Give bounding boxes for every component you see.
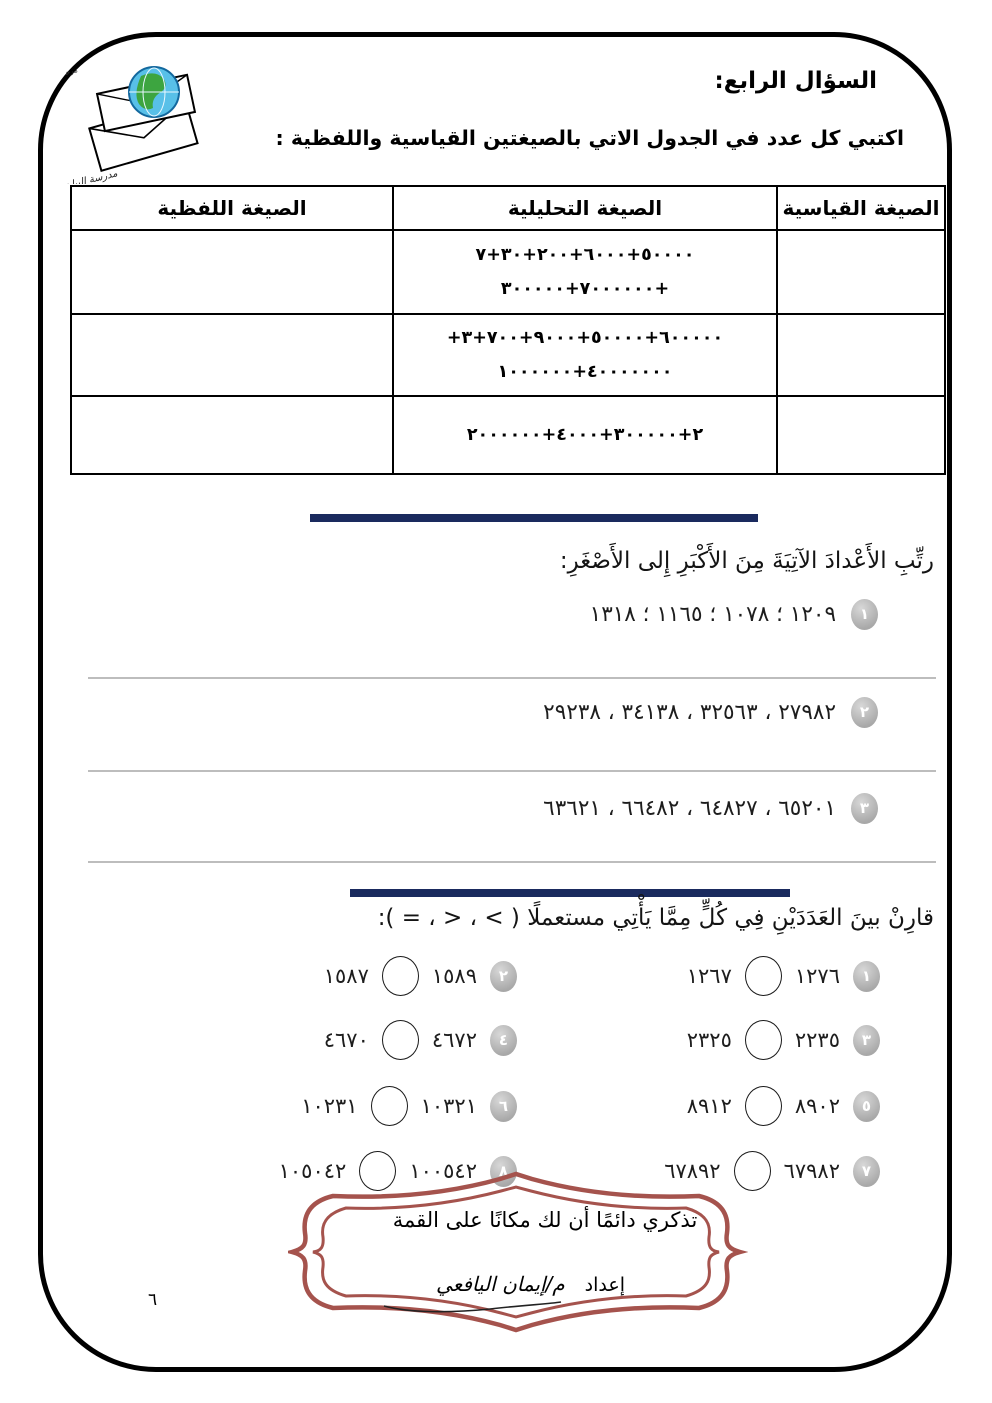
ordering-heading: رتِّبِ الأَعْدادَ الآتِيَةَ مِنَ الأَكْب…: [559, 548, 934, 574]
ordering-item: ٢ ٢٧٩٨٢ ، ٣٢٥٦٣ ، ٣٤١٣٨ ، ٢٩٢٣٨: [543, 694, 878, 730]
item-number-badge: ٣: [853, 1024, 880, 1056]
expanded-line: +٦٠٠٠٠٠+٥٠٠٠٠+٩٠٠٠+٧٠٠+٣: [446, 327, 724, 348]
ordering-item: ١ ١٢٠٩ ؛ ١٠٧٨ ؛ ١١٦٥ ؛ ١٣١٨: [590, 596, 878, 632]
second-number: ٢٣٢٥: [686, 1028, 732, 1052]
motto-text: تذكري دائمًا أن لك مكانًا على القمة: [392, 1208, 698, 1232]
standard-form-answer-cell[interactable]: [776, 229, 946, 315]
globe-icon: [128, 66, 180, 118]
credit-text: إعداد م/إيمان اليافعي: [436, 1272, 625, 1296]
first-number: ٤٦٧٢: [431, 1028, 477, 1052]
signature: م/إيمان اليافعي: [436, 1272, 565, 1296]
school-logo: مرحلة الصفوف الأولية والصف الرابع الابتد…: [66, 65, 199, 184]
ordering-numbers: ١٢٠٩ ؛ ١٠٧٨ ؛ ١١٦٥ ؛ ١٣١٨: [589, 601, 836, 627]
item-number-badge: ١: [851, 598, 878, 630]
page-number: ٦: [148, 1290, 158, 1310]
comparison-answer-circle[interactable]: [381, 956, 419, 996]
comparison-answer-circle[interactable]: [744, 956, 782, 996]
comparison-item: ٧ ٦٧٩٨٢ ٦٧٨٩٢: [664, 1150, 880, 1192]
comparison-answer-circle[interactable]: [359, 1151, 397, 1191]
item-number-badge: ٣: [851, 792, 878, 824]
comparison-item: ١ ١٢٧٦ ١٢٦٧: [687, 955, 880, 997]
comparison-heading: قارِنْ بينَ العَدَدَيْنِ فِي كُلٍّ مِمَّ…: [377, 905, 934, 931]
decorative-frame: [288, 1171, 748, 1333]
header-expanded-form: الصيغة التحليلية: [392, 185, 778, 231]
item-number-badge: ٢: [851, 696, 878, 728]
first-number: ١٠٠٥٤٢: [409, 1159, 477, 1183]
logo-arc-text: مرحلة الصفوف الأولية والصف الرابع الابتد…: [66, 65, 79, 105]
expanded-form-cell: ٥٠٠٠٠+٦٠٠٠+٢٠٠+٣٠+٧ ٧٠٠٠٠٠٠+٣٠٠٠٠٠+: [392, 229, 778, 315]
header-word-form: الصيغة اللفظية: [70, 185, 394, 231]
ordering-numbers: ٢٧٩٨٢ ، ٣٢٥٦٣ ، ٣٤١٣٨ ، ٢٩٢٣٨: [543, 699, 836, 725]
second-number: ٦٧٨٩٢: [664, 1159, 721, 1183]
item-number-badge: ١: [853, 960, 880, 992]
number-forms-table: الصيغة القياسية الصيغة التحليلية الصيغة …: [70, 185, 946, 475]
second-number: ١٠٥٠٤٢: [278, 1159, 347, 1183]
credit-prefix: إعداد: [584, 1274, 625, 1296]
comparison-answer-circle[interactable]: [744, 1020, 782, 1060]
section-divider: [310, 514, 758, 522]
table-row: ٢+٣٠٠٠٠٠+٤٠٠٠+٢٠٠٠٠٠٠: [70, 395, 946, 475]
answer-line[interactable]: [88, 677, 936, 679]
comparison-answer-circle[interactable]: [733, 1151, 771, 1191]
first-number: ١٢٧٦: [794, 964, 840, 988]
expanded-line: ٢+٣٠٠٠٠٠+٤٠٠٠+٢٠٠٠٠٠٠: [466, 424, 704, 445]
item-number-badge: ٦: [490, 1090, 517, 1122]
word-form-answer-cell[interactable]: [70, 395, 394, 475]
second-number: ١٢٦٧: [686, 964, 732, 988]
first-number: ١٠٣٢١: [420, 1094, 477, 1118]
frame-inner-line: [312, 1185, 720, 1319]
question-title: السؤال الرابع:: [714, 68, 877, 94]
word-form-answer-cell[interactable]: [70, 229, 394, 315]
word-form-answer-cell[interactable]: [70, 313, 394, 397]
comparison-answer-circle[interactable]: [370, 1086, 408, 1126]
first-number: ٦٧٩٨٢: [783, 1159, 840, 1183]
first-number: ٢٢٣٥: [794, 1028, 840, 1052]
answer-line[interactable]: [88, 770, 936, 772]
expanded-form-cell: +٦٠٠٠٠٠+٥٠٠٠٠+٩٠٠٠+٧٠٠+٣ ٤٠٠٠٠٠٠٠+١٠٠٠٠٠٠: [392, 313, 778, 397]
first-number: ١٥٨٩: [431, 964, 477, 988]
comparison-item: ٤ ٤٦٧٢ ٤٦٧٠: [324, 1019, 517, 1061]
item-number-badge: ٢: [490, 960, 517, 992]
expanded-line: ٥٠٠٠٠+٦٠٠٠+٢٠٠+٣٠+٧: [475, 244, 695, 265]
comparison-answer-circle[interactable]: [744, 1086, 782, 1126]
standard-form-answer-cell[interactable]: [776, 313, 946, 397]
frame-outer-line: [288, 1171, 748, 1333]
expanded-form-cell: ٢+٣٠٠٠٠٠+٤٠٠٠+٢٠٠٠٠٠٠: [392, 395, 778, 475]
comparison-item: ٢ ١٥٨٩ ١٥٨٧: [324, 955, 517, 997]
standard-form-answer-cell[interactable]: [776, 395, 946, 475]
ordering-numbers: ٦٥٢٠١ ، ٦٤٨٢٧ ، ٦٦٤٨٢ ، ٦٣٦٢١: [543, 795, 836, 821]
answer-line[interactable]: [88, 861, 936, 863]
first-number: ٨٩٠٢: [794, 1094, 840, 1118]
section-divider: [350, 889, 790, 897]
expanded-line: ٧٠٠٠٠٠٠+٣٠٠٠٠٠+: [500, 279, 670, 299]
second-number: ٨٩١٢: [686, 1094, 732, 1118]
header-standard-form: الصيغة القياسية: [776, 185, 946, 231]
comparison-item: ٣ ٢٢٣٥ ٢٣٢٥: [687, 1019, 880, 1061]
item-number-badge: ٧: [853, 1155, 880, 1187]
question-instruction: اكتبي كل عدد في الجدول الاتي بالصيغتين ا…: [275, 126, 904, 150]
item-number-badge: ٥: [853, 1090, 880, 1122]
comparison-answer-circle[interactable]: [381, 1020, 419, 1060]
signature-underline: [383, 1301, 562, 1313]
item-number-badge: ٤: [490, 1024, 517, 1056]
second-number: ٤٦٧٠: [323, 1028, 369, 1052]
comparison-item: ٥ ٨٩٠٢ ٨٩١٢: [687, 1085, 880, 1127]
ordering-item: ٣ ٦٥٢٠١ ، ٦٤٨٢٧ ، ٦٦٤٨٢ ، ٦٣٦٢١: [543, 790, 878, 826]
comparison-item: ٦ ١٠٣٢١ ١٠٢٣١: [301, 1085, 517, 1127]
table-row: +٦٠٠٠٠٠+٥٠٠٠٠+٩٠٠٠+٧٠٠+٣ ٤٠٠٠٠٠٠٠+١٠٠٠٠٠٠: [70, 313, 946, 397]
school-name: مدرسة البيان: [66, 168, 119, 184]
second-number: ١٥٨٧: [323, 964, 369, 988]
table-row: ٥٠٠٠٠+٦٠٠٠+٢٠٠+٣٠+٧ ٧٠٠٠٠٠٠+٣٠٠٠٠٠+: [70, 229, 946, 315]
comparison-item: ٨ ١٠٠٥٤٢ ١٠٥٠٤٢: [279, 1150, 517, 1192]
page-border: [38, 32, 952, 1372]
expanded-line: ٤٠٠٠٠٠٠٠+١٠٠٠٠٠٠: [497, 362, 673, 382]
second-number: ١٠٢٣١: [301, 1094, 358, 1118]
